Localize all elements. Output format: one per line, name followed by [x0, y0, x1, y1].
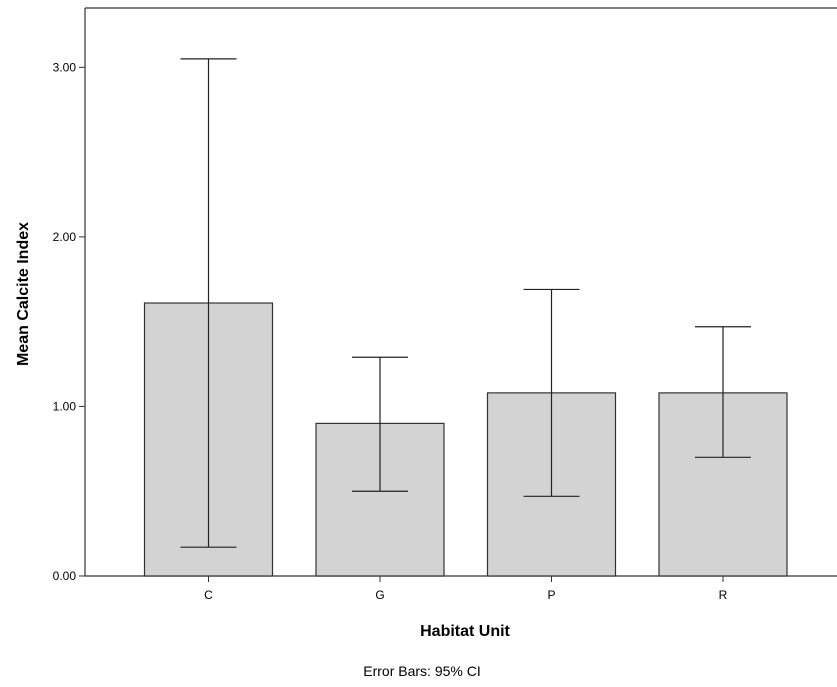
error-bars-group: [180, 58, 751, 548]
x-tick-label: C: [204, 588, 213, 602]
y-tick-label: 0.00: [53, 569, 77, 583]
y-tick-label: 1.00: [53, 399, 77, 413]
x-tick-label: R: [719, 588, 728, 602]
y-axis: 0.00 1.00 2.00 3.00: [53, 60, 85, 583]
y-tick-label: 3.00: [53, 60, 77, 74]
bars-group: [143, 302, 788, 577]
x-axis-title: Habitat Unit: [420, 623, 510, 640]
y-axis-title: Mean Calcite Index: [15, 222, 32, 366]
x-tick-label: P: [547, 588, 555, 602]
x-tick-label: G: [375, 588, 384, 602]
y-tick-label: 2.00: [53, 230, 77, 244]
error-bars-footnote: Error Bars: 95% CI: [363, 663, 480, 679]
